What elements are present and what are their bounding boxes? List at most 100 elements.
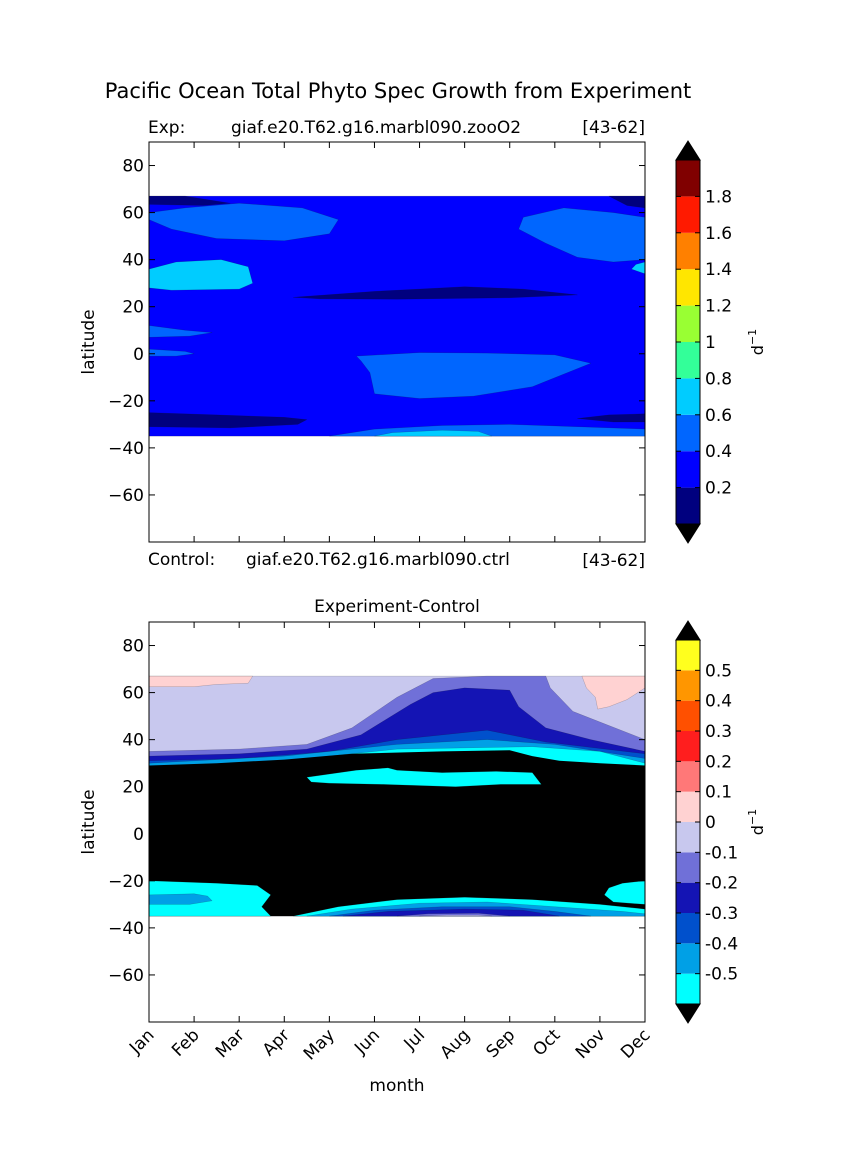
colorbar-swatch xyxy=(676,822,700,853)
exp-label: Exp: xyxy=(148,118,185,138)
ytick-label: 60 xyxy=(122,684,144,704)
colorbar-swatch xyxy=(676,269,700,306)
ytick-label: −20 xyxy=(108,872,144,892)
colorbar-tick-label: 0.3 xyxy=(705,722,732,742)
colorbar-tick-label: -0.2 xyxy=(705,874,738,894)
colorbar-unit-label: d−1 xyxy=(746,329,767,355)
exp-years: [43-62] xyxy=(582,118,645,138)
control-label: Control: xyxy=(148,550,215,570)
exp-case-name: giaf.e20.T62.g16.marbl090.zooO2 xyxy=(231,118,521,138)
contour-region xyxy=(306,767,542,787)
colorbar-swatch xyxy=(676,196,700,233)
ytick-label: 60 xyxy=(122,204,144,224)
contour-region xyxy=(293,286,578,300)
contour-region xyxy=(518,207,645,263)
colorbar-swatch xyxy=(676,378,700,415)
plot-frame xyxy=(148,141,646,543)
colorbar-swatch xyxy=(676,731,700,762)
colorbar-swatch xyxy=(676,943,700,974)
colorbar-swatch xyxy=(676,700,700,731)
colorbar-swatch xyxy=(676,487,700,524)
contour-region xyxy=(149,675,253,687)
contour-region xyxy=(577,413,645,423)
colorbar-tick-label: 0 xyxy=(705,813,716,833)
ytick-label: −60 xyxy=(108,966,144,986)
colorbar-tick-label: 0.2 xyxy=(705,479,732,499)
colorbar-unit-label: d−1 xyxy=(746,809,767,835)
bottom-xlabel: month xyxy=(369,1076,424,1096)
colorbar-tick-label: -0.5 xyxy=(705,965,738,985)
ytick-label: 0 xyxy=(133,345,144,365)
contour-region xyxy=(149,195,231,206)
ytick-label: −60 xyxy=(108,486,144,506)
top-colorbar: 0.2 0.4 0.6 0.8 1 1.2 1.4 1.6 1.8 d−1 xyxy=(675,140,767,544)
colorbar-tick-label: -0.4 xyxy=(705,934,738,954)
colorbar-swatch xyxy=(676,791,700,822)
colorbar-swatch xyxy=(676,451,700,488)
colorbar-swatch xyxy=(676,882,700,913)
colorbar-tick-label: 0.5 xyxy=(705,661,732,681)
colorbar-swatch xyxy=(676,305,700,342)
ytick-label: −40 xyxy=(108,439,144,459)
colorbar-swatch xyxy=(676,640,700,671)
colorbar-swatch xyxy=(676,342,700,379)
ytick-label: 20 xyxy=(122,778,144,798)
colorbar-swatch xyxy=(676,160,700,197)
bottom-ylabel: latitude xyxy=(79,789,99,854)
colorbar-swatch xyxy=(676,913,700,944)
colorbar-swatch xyxy=(676,414,700,452)
colorbar-tick-label: 0.8 xyxy=(705,369,732,389)
colorbar-tick-label: 1.6 xyxy=(705,224,732,244)
ytick-label: 80 xyxy=(122,637,144,657)
colorbar-tick-label: 0.4 xyxy=(705,442,732,462)
contour-region xyxy=(149,412,308,429)
control-years: [43-62] xyxy=(582,551,645,571)
colorbar-swatch xyxy=(676,852,700,883)
contour-region xyxy=(419,915,492,917)
contour-fills xyxy=(149,675,645,917)
colorbar-tick-label: 1.2 xyxy=(705,297,732,317)
ytick-label: 20 xyxy=(122,298,144,318)
ytick-label: −40 xyxy=(108,919,144,939)
contour-region xyxy=(149,203,339,241)
contour-region xyxy=(581,675,645,710)
colorbar-tick-label: 1.8 xyxy=(705,187,732,207)
contour-region xyxy=(631,261,645,274)
contour-region xyxy=(149,259,253,291)
figure-title: Pacific Ocean Total Phyto Spec Growth fr… xyxy=(105,79,692,103)
plot-frame xyxy=(148,621,646,1023)
colorbar-swatch xyxy=(676,232,700,270)
contour-region xyxy=(342,908,560,917)
control-case-name: giaf.e20.T62.g16.marbl090.ctrl xyxy=(246,550,510,570)
colorbar-tick-label: 0.1 xyxy=(705,783,732,803)
contour-region xyxy=(149,750,645,917)
colorbar-tick-label: -0.3 xyxy=(705,904,738,924)
ytick-label: 80 xyxy=(122,157,144,177)
colorbar-tick-label: -0.1 xyxy=(705,843,738,863)
contour-region xyxy=(356,352,592,399)
top-contour-plot: 80 60 40 20 0 −20 −40 −60 xyxy=(108,141,646,543)
contour-region xyxy=(608,195,645,209)
ytick-label: −20 xyxy=(108,392,144,412)
contour-region xyxy=(149,325,213,338)
colorbar-tick-label: 1.4 xyxy=(705,260,732,280)
colorbar-tick-label: 1 xyxy=(705,333,716,353)
ytick-label: 40 xyxy=(122,731,144,751)
contour-region xyxy=(149,348,195,357)
ytick-label: 40 xyxy=(122,251,144,271)
colorbar-tick-label: 0.6 xyxy=(705,406,732,426)
colorbar-swatch xyxy=(676,761,700,792)
colorbar-swatch xyxy=(676,973,700,1004)
contour-region xyxy=(374,430,492,437)
difference-panel-title: Experiment-Control xyxy=(314,597,480,617)
contour-region xyxy=(604,880,645,905)
colorbar-swatch xyxy=(676,670,700,701)
bottom-colorbar: -0.5 -0.4 -0.3 -0.2 -0.1 0 0.1 0.2 0.3 0.4 0.5 d−1 xyxy=(675,620,767,1024)
colorbar-tick-label: 0.2 xyxy=(705,752,732,772)
ytick-label: 0 xyxy=(133,825,144,845)
contour-region xyxy=(149,893,213,905)
colorbar-tick-label: 0.4 xyxy=(705,692,732,712)
contour-fills xyxy=(149,195,645,437)
